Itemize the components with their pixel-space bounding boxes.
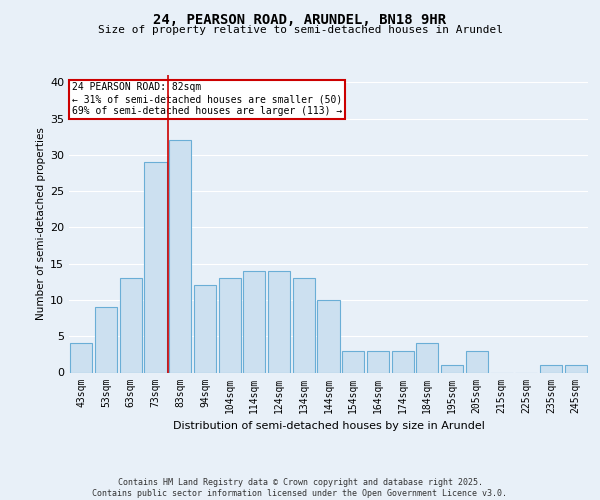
Text: 24, PEARSON ROAD, ARUNDEL, BN18 9HR: 24, PEARSON ROAD, ARUNDEL, BN18 9HR xyxy=(154,12,446,26)
Text: Size of property relative to semi-detached houses in Arundel: Size of property relative to semi-detach… xyxy=(97,25,503,35)
X-axis label: Distribution of semi-detached houses by size in Arundel: Distribution of semi-detached houses by … xyxy=(173,421,484,431)
Text: 24 PEARSON ROAD: 82sqm
← 31% of semi-detached houses are smaller (50)
69% of sem: 24 PEARSON ROAD: 82sqm ← 31% of semi-det… xyxy=(71,82,342,116)
Bar xyxy=(317,300,340,372)
Bar xyxy=(565,365,587,372)
Bar xyxy=(268,271,290,372)
Text: Contains HM Land Registry data © Crown copyright and database right 2025.
Contai: Contains HM Land Registry data © Crown c… xyxy=(92,478,508,498)
Bar xyxy=(218,278,241,372)
Bar xyxy=(392,350,414,372)
Bar xyxy=(441,365,463,372)
Bar xyxy=(70,344,92,372)
Bar xyxy=(243,271,265,372)
Bar xyxy=(540,365,562,372)
Bar xyxy=(342,350,364,372)
Bar xyxy=(95,307,117,372)
Bar xyxy=(293,278,315,372)
Bar xyxy=(169,140,191,372)
Y-axis label: Number of semi-detached properties: Number of semi-detached properties xyxy=(36,128,46,320)
Bar xyxy=(145,162,167,372)
Bar xyxy=(367,350,389,372)
Bar xyxy=(416,344,439,372)
Bar xyxy=(119,278,142,372)
Bar xyxy=(466,350,488,372)
Bar xyxy=(194,286,216,372)
